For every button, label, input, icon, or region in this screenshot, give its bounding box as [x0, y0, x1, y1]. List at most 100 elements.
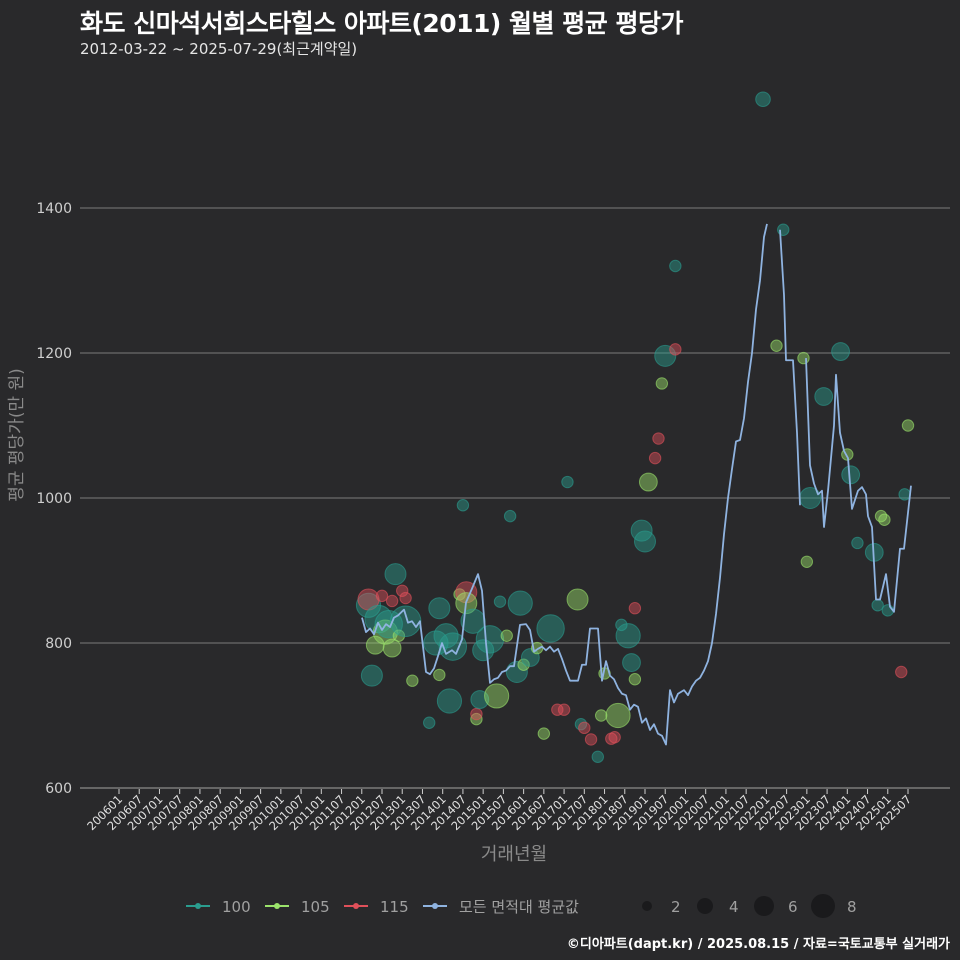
data-bubble	[517, 658, 530, 671]
data-bubble	[638, 472, 658, 492]
data-bubble	[605, 702, 631, 729]
data-bubble	[770, 339, 783, 352]
chart-title: 화도 신마석서희스타힐스 아파트(2011) 월별 평균 평당가	[80, 9, 683, 38]
data-bubble	[584, 733, 598, 746]
y-axis-ticks: 600 800 1000 1200 1400	[36, 201, 72, 797]
data-bubble	[628, 673, 642, 686]
data-bubble	[628, 602, 642, 615]
data-bubble	[755, 91, 771, 108]
data-bubble	[436, 688, 463, 714]
legend-dot-icon	[353, 903, 359, 909]
data-bubble	[551, 703, 564, 716]
legend-item: 115	[344, 898, 409, 916]
data-bubble	[385, 594, 399, 608]
legend-item: 100	[186, 898, 251, 916]
data-bubble	[406, 674, 419, 687]
legend-dot-icon	[432, 903, 438, 909]
data-bubble	[814, 387, 834, 406]
data-bubble	[851, 536, 864, 550]
size-legend-item: 4	[697, 898, 739, 916]
data-bubble	[898, 488, 911, 501]
data-bubble	[608, 731, 621, 744]
data-bubble	[389, 605, 422, 638]
y-axis-label: 평균 평당가(만 원)	[7, 368, 27, 502]
legend-label: 105	[301, 898, 330, 916]
size-legend-item: 6	[754, 896, 798, 916]
data-bubble	[669, 343, 682, 356]
data-bubble	[895, 665, 908, 679]
data-bubble	[470, 712, 483, 726]
legend-item: 105	[265, 898, 330, 916]
size-legend-label: 4	[729, 898, 739, 916]
legend-item: 모든 면적대 평균값	[423, 898, 579, 916]
y-tick-label: 1200	[36, 346, 72, 362]
size-circle-icon	[642, 901, 652, 911]
data-bubble	[456, 499, 470, 512]
data-bubble	[475, 625, 505, 654]
y-tick-label: 1400	[36, 201, 72, 217]
data-bubble	[507, 590, 533, 616]
y-tick-label: 600	[45, 781, 72, 797]
data-bubble	[831, 342, 850, 361]
legend: 100 105 115 모든 면적대 평균값 2 4 6 8	[186, 894, 857, 918]
data-bubble	[648, 451, 662, 465]
data-bubble	[655, 377, 669, 390]
legend-dot-icon	[195, 903, 201, 909]
data-bubble	[594, 709, 608, 722]
data-bubble	[615, 623, 641, 649]
data-bubble	[423, 716, 436, 729]
data-bubble	[360, 664, 383, 687]
data-bubble	[652, 432, 665, 445]
data-bubble	[382, 638, 402, 658]
data-bubble	[874, 509, 888, 523]
data-bubble	[654, 344, 677, 367]
data-bubble	[536, 614, 565, 643]
data-bubble	[901, 419, 915, 432]
chart-subtitle: 2012-03-22 ~ 2025-07-29(최근계약일)	[80, 40, 358, 58]
data-bubble	[503, 509, 517, 523]
data-bubble	[797, 351, 810, 365]
y-tick-label: 1000	[36, 491, 72, 507]
size-legend-item: 8	[811, 894, 857, 918]
average-line	[361, 223, 912, 746]
data-bubble	[484, 683, 510, 709]
y-tick-label: 800	[45, 636, 72, 652]
size-circle-icon	[811, 894, 835, 918]
data-bubble	[375, 589, 389, 603]
data-bubble	[396, 584, 409, 597]
data-bubble	[800, 555, 814, 568]
size-legend-label: 6	[788, 898, 798, 916]
data-bubble	[574, 718, 588, 731]
size-circle-icon	[697, 898, 713, 914]
legend-dot-icon	[274, 903, 280, 909]
data-bubble	[561, 475, 574, 489]
legend-label: 115	[380, 898, 409, 916]
data-bubble	[871, 599, 884, 612]
data-bubble	[470, 707, 483, 721]
data-bubble	[384, 563, 407, 586]
data-bubble	[878, 513, 891, 526]
data-bubble	[630, 519, 653, 542]
average-line-segment	[361, 223, 768, 746]
size-legend-item: 2	[642, 898, 681, 916]
average-line-segment	[779, 229, 801, 506]
size-legend-label: 8	[847, 898, 857, 916]
data-bubble	[428, 597, 451, 620]
footer-credit: ©디아파트(dapt.kr) / 2025.08.15 / 자료=국토교통부 실…	[566, 937, 950, 952]
size-circle-icon	[754, 896, 774, 916]
data-bubble	[557, 703, 571, 716]
data-bubble	[566, 588, 589, 611]
scatter-bubbles	[355, 91, 915, 764]
size-legend-label: 2	[671, 898, 681, 916]
x-axis-label: 거래년월	[481, 844, 547, 865]
data-bubble	[622, 653, 641, 672]
data-bubble	[669, 259, 682, 273]
data-bubble	[399, 591, 412, 605]
data-bubble	[433, 668, 446, 682]
legend-label: 100	[222, 898, 251, 916]
average-line-segment	[805, 358, 912, 613]
data-bubble	[537, 727, 551, 740]
data-bubble	[591, 750, 604, 764]
data-bubble	[578, 721, 591, 735]
